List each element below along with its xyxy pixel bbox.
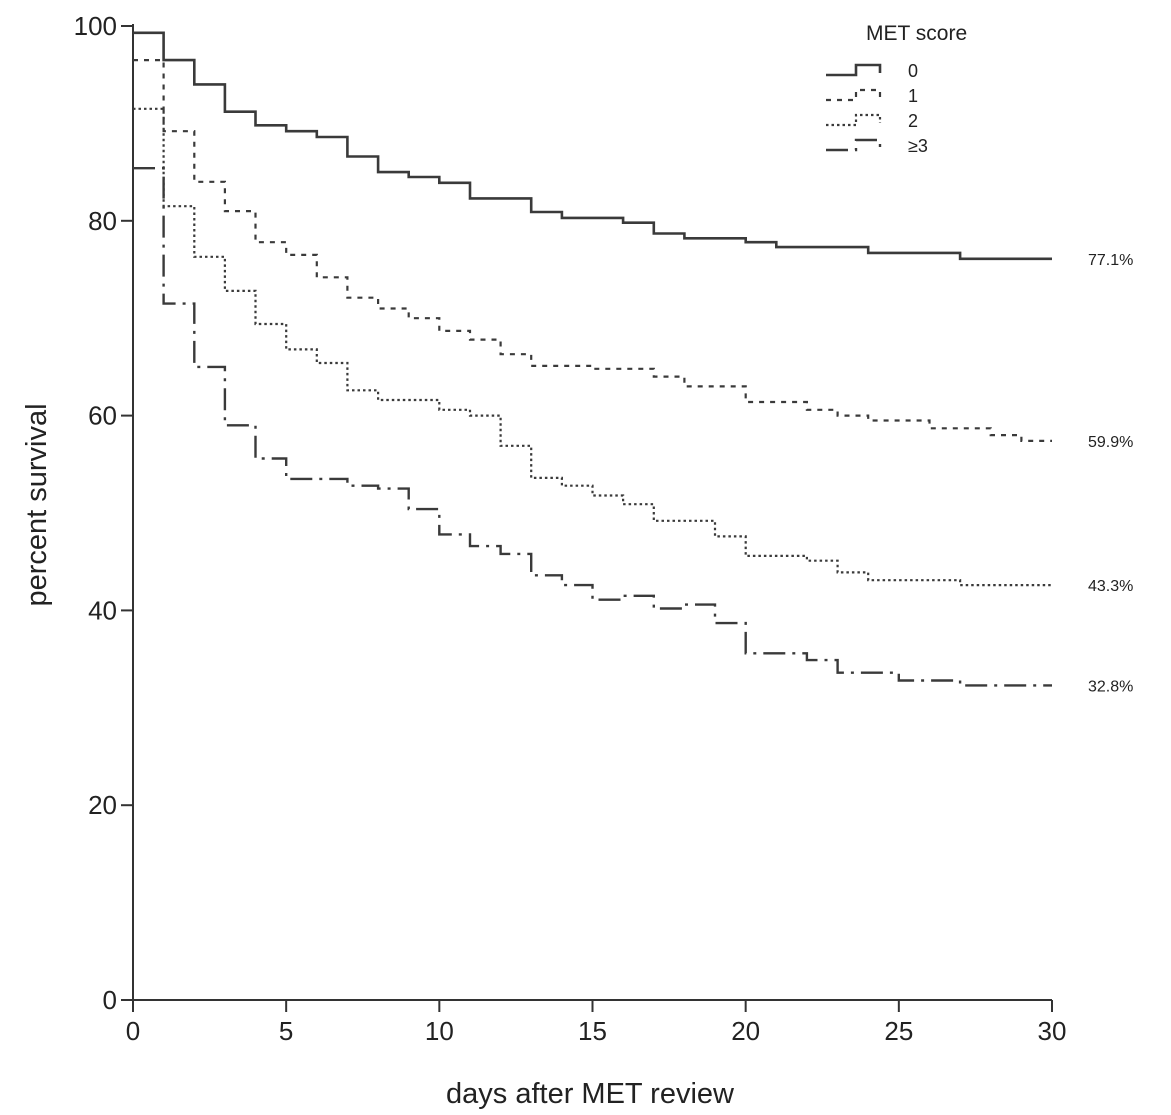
legend-swatch-0 bbox=[826, 63, 882, 77]
legend-label-0: 0 bbox=[908, 61, 918, 81]
legend-label-3: ≥3 bbox=[908, 136, 928, 156]
legend: MET score 0 1 2 ≥3 bbox=[826, 22, 967, 156]
legend-label-2: 2 bbox=[908, 111, 918, 131]
y-tick-label: 40 bbox=[88, 595, 117, 625]
end-label-2: 43.3% bbox=[1088, 578, 1133, 595]
legend-swatch-2 bbox=[826, 113, 882, 127]
legend-label-1: 1 bbox=[908, 86, 918, 106]
x-tick-label: 15 bbox=[578, 1016, 607, 1046]
y-tick-label: 0 bbox=[103, 985, 117, 1015]
y-tick-label: 100 bbox=[74, 11, 117, 41]
y-axis-title: percent survival bbox=[21, 403, 53, 606]
x-tick-label: 5 bbox=[279, 1016, 293, 1046]
series-line-3 bbox=[133, 167, 1052, 687]
x-tick-label: 10 bbox=[425, 1016, 454, 1046]
y-tick-label: 80 bbox=[88, 206, 117, 236]
x-tick-label: 30 bbox=[1038, 1016, 1067, 1046]
end-label-0: 77.1% bbox=[1088, 252, 1133, 269]
series-line-2 bbox=[133, 107, 1052, 587]
end-label-3: 32.8% bbox=[1088, 678, 1133, 695]
x-tick-label: 25 bbox=[884, 1016, 913, 1046]
end-label-1: 59.9% bbox=[1088, 434, 1133, 451]
legend-swatch-1 bbox=[826, 88, 882, 102]
y-tick-label: 20 bbox=[88, 790, 117, 820]
series-line-0 bbox=[133, 31, 1052, 261]
legend-swatch-3 bbox=[826, 138, 882, 152]
series-layer bbox=[133, 31, 1052, 687]
y-tick-label: 60 bbox=[88, 401, 117, 431]
x-tick-label: 0 bbox=[126, 1016, 140, 1046]
x-tick-label: 20 bbox=[731, 1016, 760, 1046]
legend-title: MET score bbox=[866, 22, 967, 45]
end-labels: 77.1% 59.9% 43.3% 32.8% bbox=[1088, 252, 1133, 696]
series-line-1 bbox=[133, 59, 1052, 442]
x-axis-title: days after MET review bbox=[446, 1078, 735, 1110]
